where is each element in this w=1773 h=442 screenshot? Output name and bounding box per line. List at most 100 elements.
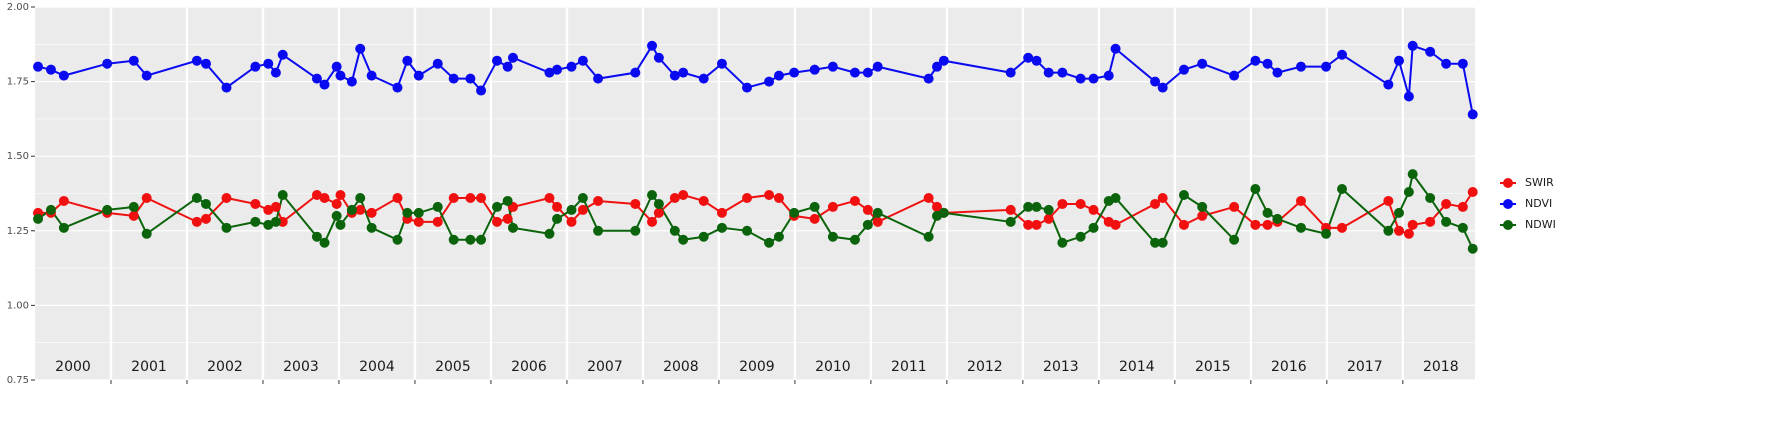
point [476, 234, 487, 245]
point [250, 216, 261, 227]
point [678, 67, 689, 78]
point [392, 82, 403, 93]
point [263, 58, 274, 69]
point [128, 201, 139, 212]
point [33, 61, 44, 72]
point [872, 216, 883, 227]
x-tick-label: 2013 [1043, 359, 1079, 375]
point [200, 213, 211, 224]
point [263, 219, 274, 230]
point [593, 225, 604, 236]
point [58, 222, 69, 233]
point [263, 204, 274, 215]
point [938, 207, 949, 218]
point [1075, 198, 1086, 209]
point [923, 192, 934, 203]
point [448, 234, 459, 245]
x-tick-label: 2017 [1347, 359, 1383, 375]
point [938, 55, 949, 66]
point [647, 40, 658, 51]
point [448, 192, 459, 203]
point [593, 73, 604, 84]
point [355, 192, 366, 203]
point [45, 64, 56, 75]
x-tick-label: 2015 [1195, 359, 1231, 375]
point [764, 189, 775, 200]
point [102, 58, 113, 69]
point [413, 70, 424, 81]
point [277, 49, 288, 60]
point [1031, 55, 1042, 66]
point [277, 216, 288, 227]
point [402, 207, 413, 218]
point [1075, 73, 1086, 84]
point [1272, 213, 1283, 224]
point [1425, 216, 1436, 227]
point [1005, 216, 1016, 227]
point [872, 61, 883, 72]
point [221, 222, 232, 233]
point [1383, 225, 1394, 236]
point [1088, 204, 1099, 215]
point [200, 58, 211, 69]
point [1394, 55, 1405, 66]
y-tick-label: 1.75 [7, 77, 29, 88]
point [1023, 219, 1034, 230]
point [1394, 207, 1405, 218]
point [319, 192, 330, 203]
point [277, 189, 288, 200]
point [102, 204, 113, 215]
point [335, 189, 346, 200]
point [716, 222, 727, 233]
point [849, 195, 860, 206]
point [319, 79, 330, 90]
point [669, 70, 680, 81]
point [1110, 192, 1121, 203]
point [1394, 225, 1405, 236]
point [432, 201, 443, 212]
point [862, 204, 873, 215]
legend-marker [1503, 178, 1513, 188]
point [789, 207, 800, 218]
point [1467, 109, 1478, 120]
point [319, 237, 330, 248]
point [1407, 219, 1418, 230]
point [1150, 76, 1161, 87]
y-tick-label: 0.75 [7, 375, 29, 386]
point [742, 225, 753, 236]
x-tick-label: 2000 [55, 359, 91, 375]
point [1088, 222, 1099, 233]
point [311, 189, 322, 200]
point [1057, 198, 1068, 209]
point [716, 58, 727, 69]
point [1295, 222, 1306, 233]
point [1023, 201, 1034, 212]
point [630, 225, 641, 236]
point [45, 204, 56, 215]
point [1110, 43, 1121, 54]
point [1005, 204, 1016, 215]
point [1157, 192, 1168, 203]
point [270, 67, 281, 78]
point [1403, 228, 1414, 239]
point [1467, 187, 1478, 198]
point [250, 198, 261, 209]
point [678, 234, 689, 245]
point [432, 216, 443, 227]
point [1031, 219, 1042, 230]
point [366, 207, 377, 218]
point [809, 64, 820, 75]
point [1321, 61, 1332, 72]
point [809, 201, 820, 212]
point [270, 216, 281, 227]
point [1457, 58, 1468, 69]
point [630, 67, 641, 78]
point [647, 189, 658, 200]
point [432, 58, 443, 69]
point [1250, 219, 1261, 230]
point [335, 70, 346, 81]
point [311, 231, 322, 242]
point [492, 216, 503, 227]
point [1262, 219, 1273, 230]
